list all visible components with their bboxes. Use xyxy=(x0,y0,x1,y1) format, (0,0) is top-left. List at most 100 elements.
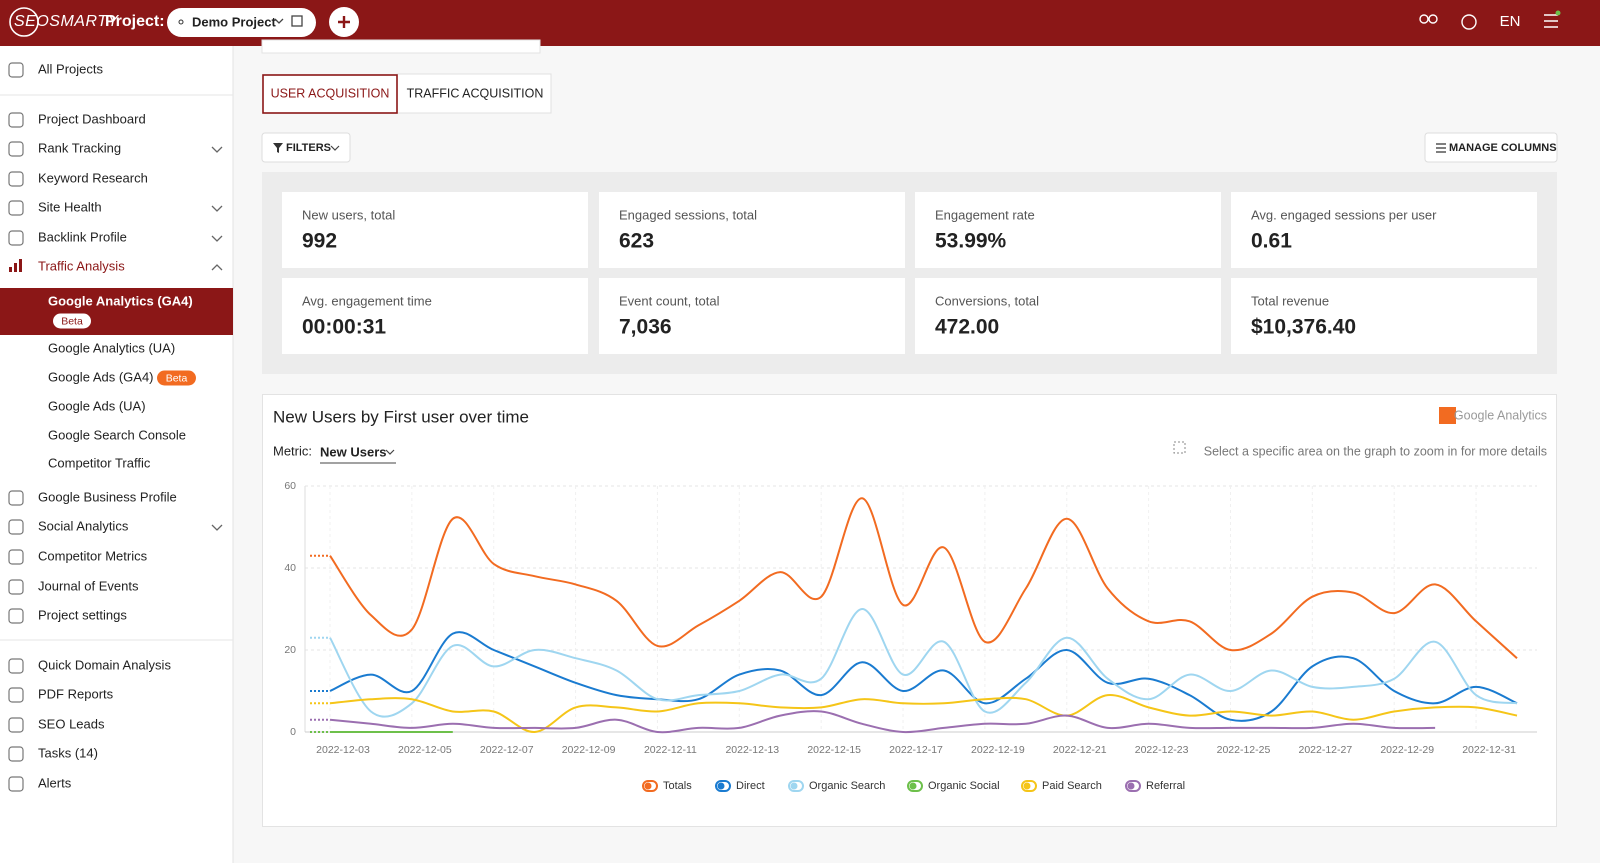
nav-item[interactable]: All Projects xyxy=(38,61,104,76)
metric-value: 992 xyxy=(302,230,337,253)
nav-item[interactable]: Rank Tracking xyxy=(38,140,121,155)
manage-columns-button[interactable] xyxy=(1424,132,1558,163)
metric-label: Event count, total xyxy=(619,293,720,308)
nav-subitem[interactable]: Google Analytics (UA) xyxy=(48,340,175,355)
columns-icon xyxy=(1436,143,1446,153)
legend-dot xyxy=(717,782,725,790)
nav-item[interactable]: Alerts xyxy=(38,775,72,790)
nav-icon xyxy=(8,490,24,506)
nav-item[interactable]: PDF Reports xyxy=(38,686,114,701)
search-input[interactable] xyxy=(261,39,541,54)
users-icon[interactable] xyxy=(1419,14,1429,24)
metric-chevron xyxy=(385,449,395,455)
nav-item[interactable]: Project settings xyxy=(38,607,127,622)
nav-icon xyxy=(8,141,24,157)
legend-swatch xyxy=(788,780,804,792)
x-tick-label: 2022-12-09 xyxy=(562,744,616,756)
legend-dot xyxy=(1127,782,1135,790)
legend-label[interactable]: Organic Social xyxy=(928,780,1000,792)
project-chevron xyxy=(274,18,284,24)
nav-item[interactable]: SEO Leads xyxy=(38,716,105,731)
metric-label: Avg. engaged sessions per user xyxy=(1251,207,1437,222)
tab[interactable] xyxy=(396,73,552,114)
nav-item[interactable]: Backlink Profile xyxy=(38,229,127,244)
badge xyxy=(157,370,196,386)
nav-subitem[interactable]: Google Analytics (GA4) xyxy=(48,293,193,308)
chart-title: New Users by First user over time xyxy=(273,407,529,426)
tab-active[interactable] xyxy=(262,74,398,114)
filters-button[interactable] xyxy=(261,132,351,163)
metric-label: Metric: xyxy=(273,443,312,458)
sidebar xyxy=(0,46,233,863)
x-tick-label: 2022-12-15 xyxy=(807,744,861,756)
logo[interactable]: SEOSMARTY xyxy=(14,13,120,30)
nav-item[interactable]: Social Analytics xyxy=(38,518,129,533)
x-tick-label: 2022-12-25 xyxy=(1217,744,1271,756)
filter-icon xyxy=(273,143,283,153)
language[interactable]: EN xyxy=(1500,13,1521,30)
tab-label[interactable]: TRAFFIC ACQUISITION xyxy=(407,86,544,100)
legend-label[interactable]: Organic Search xyxy=(809,780,885,792)
x-tick-label: 2022-12-03 xyxy=(316,744,370,756)
nav-icon xyxy=(8,62,24,78)
nav-item[interactable]: Competitor Metrics xyxy=(38,548,148,563)
manage-columns-label[interactable]: MANAGE COLUMNS xyxy=(1449,142,1557,154)
nav-icon xyxy=(8,549,24,565)
series-line xyxy=(329,607,1518,718)
nav-subitem[interactable]: Google Ads (UA) xyxy=(48,398,146,413)
x-tick-label: 2022-12-19 xyxy=(971,744,1025,756)
add-icon xyxy=(338,16,350,28)
legend-label[interactable]: Paid Search xyxy=(1042,780,1102,792)
status-dot xyxy=(1555,10,1561,16)
chart: 0 20 40 60 2022-12-03 2022-12-05 2022-12-07 202… xyxy=(284,480,1537,792)
logo-mark xyxy=(9,7,39,37)
tab-label[interactable]: USER ACQUISITION xyxy=(271,86,390,100)
nav-subitem[interactable]: Google Search Console xyxy=(48,427,186,442)
y-tick-label: 40 xyxy=(284,562,296,574)
nav-subitem[interactable]: Competitor Traffic xyxy=(48,455,151,470)
nav-item[interactable]: Journal of Events xyxy=(38,578,139,593)
menu-icon[interactable] xyxy=(1544,14,1558,28)
nav-icon xyxy=(19,259,22,272)
series-line xyxy=(329,694,1518,734)
metric-card xyxy=(599,192,905,268)
nav-subitem[interactable]: Google Ads (GA4) xyxy=(48,369,154,384)
x-tick-label: 2022-12-05 xyxy=(398,744,452,756)
active-item-bg xyxy=(0,288,233,335)
help-icon[interactable] xyxy=(1461,14,1477,30)
legend-label[interactable]: Totals xyxy=(663,780,692,792)
project-name[interactable]: Demo Project xyxy=(192,14,276,29)
nav-item[interactable]: Google Business Profile xyxy=(38,489,177,504)
nav-item[interactable]: Traffic Analysis xyxy=(38,258,125,273)
legend-swatch xyxy=(715,780,731,792)
nav-chevron xyxy=(211,146,223,153)
metric-value: $10,376.40 xyxy=(1251,316,1356,339)
nav-item[interactable]: Keyword Research xyxy=(38,170,148,185)
nav-icon xyxy=(8,658,24,674)
legend-dot xyxy=(1023,782,1031,790)
y-tick-label: 0 xyxy=(290,726,296,738)
series-line xyxy=(329,497,1518,659)
open-external[interactable] xyxy=(291,15,303,27)
x-tick-label: 2022-12-13 xyxy=(725,744,779,756)
legend-label[interactable]: Referral xyxy=(1146,780,1185,792)
metric-label: Total revenue xyxy=(1251,293,1329,308)
badge xyxy=(53,313,91,329)
metric-select[interactable]: New Users xyxy=(320,444,386,459)
nav-item[interactable]: Tasks (14) xyxy=(38,745,98,760)
y-tick-label: 20 xyxy=(284,644,296,656)
metric-value: 472.00 xyxy=(935,316,999,339)
project-selector[interactable] xyxy=(167,8,316,37)
nav-item[interactable]: Project Dashboard xyxy=(38,111,146,126)
metric-label: Engagement rate xyxy=(935,207,1035,222)
nav-icon xyxy=(8,519,24,535)
project-icon xyxy=(178,19,184,25)
filters-label[interactable]: FILTERS xyxy=(286,142,331,154)
nav-chevron xyxy=(211,205,223,212)
nav-item[interactable]: Site Health xyxy=(38,199,102,214)
metric-card xyxy=(1231,192,1537,268)
nav-item[interactable]: Quick Domain Analysis xyxy=(38,657,171,672)
users-icon-2 xyxy=(1428,14,1438,24)
legend-label[interactable]: Direct xyxy=(736,780,765,792)
